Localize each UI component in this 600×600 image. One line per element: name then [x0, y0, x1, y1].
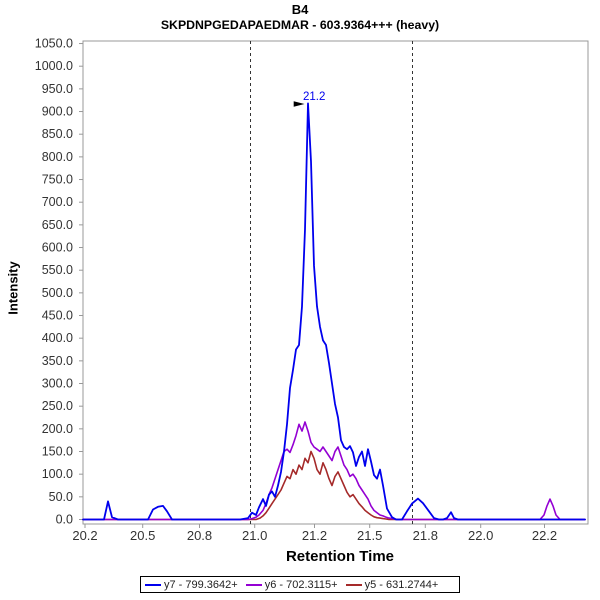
- svg-text:50.0: 50.0: [49, 490, 73, 504]
- svg-text:150.0: 150.0: [42, 445, 73, 459]
- svg-text:800.0: 800.0: [42, 150, 73, 164]
- svg-text:20.8: 20.8: [187, 528, 212, 543]
- svg-text:300.0: 300.0: [42, 377, 73, 391]
- svg-text:400.0: 400.0: [42, 331, 73, 345]
- svg-text:550.0: 550.0: [42, 263, 73, 277]
- svg-text:100.0: 100.0: [42, 467, 73, 481]
- svg-text:21.5: 21.5: [357, 528, 382, 543]
- svg-text:20.2: 20.2: [72, 528, 97, 543]
- svg-text:700.0: 700.0: [42, 195, 73, 209]
- svg-text:21.8: 21.8: [413, 528, 438, 543]
- svg-text:450.0: 450.0: [42, 309, 73, 323]
- svg-text:900.0: 900.0: [42, 105, 73, 119]
- svg-text:600.0: 600.0: [42, 241, 73, 255]
- svg-text:22.0: 22.0: [468, 528, 493, 543]
- svg-text:750.0: 750.0: [42, 173, 73, 187]
- svg-text:20.5: 20.5: [130, 528, 155, 543]
- svg-text:350.0: 350.0: [42, 354, 73, 368]
- svg-text:200.0: 200.0: [42, 422, 73, 436]
- svg-text:1050.0: 1050.0: [35, 37, 73, 51]
- svg-text:250.0: 250.0: [42, 399, 73, 413]
- svg-text:21.2: 21.2: [303, 91, 325, 103]
- svg-text:500.0: 500.0: [42, 286, 73, 300]
- svg-text:950.0: 950.0: [42, 82, 73, 96]
- svg-text:21.0: 21.0: [242, 528, 267, 543]
- svg-text:1000.0: 1000.0: [35, 59, 73, 73]
- svg-text:650.0: 650.0: [42, 218, 73, 232]
- svg-text:0.0: 0.0: [56, 513, 73, 527]
- svg-text:21.2: 21.2: [302, 528, 327, 543]
- svg-text:22.2: 22.2: [532, 528, 557, 543]
- svg-text:850.0: 850.0: [42, 127, 73, 141]
